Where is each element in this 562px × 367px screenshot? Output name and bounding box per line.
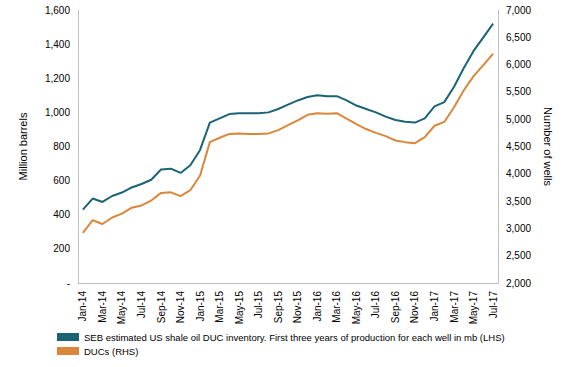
- svg-text:3,000: 3,000: [506, 223, 531, 234]
- svg-text:1,400: 1,400: [45, 39, 70, 50]
- svg-text:1,000: 1,000: [45, 107, 70, 118]
- svg-text:-: -: [67, 278, 70, 289]
- svg-text:1,600: 1,600: [45, 5, 70, 16]
- svg-text:6,500: 6,500: [506, 32, 531, 43]
- svg-text:7,000: 7,000: [506, 5, 531, 16]
- svg-text:2,500: 2,500: [506, 250, 531, 261]
- svg-text:Nov-15: Nov-15: [292, 291, 303, 324]
- svg-text:Mar-14: Mar-14: [97, 291, 108, 323]
- svg-text:May-15: May-15: [234, 291, 245, 325]
- svg-text:200: 200: [53, 243, 70, 254]
- svg-text:1,200: 1,200: [45, 73, 70, 84]
- svg-text:4,500: 4,500: [506, 141, 531, 152]
- svg-text:Mar-17: Mar-17: [449, 291, 460, 323]
- svg-text:May-16: May-16: [351, 291, 362, 325]
- svg-text:Jul-16: Jul-16: [370, 291, 381, 319]
- svg-text:Mar-16: Mar-16: [331, 291, 342, 323]
- svg-text:Jul-17: Jul-17: [488, 291, 499, 319]
- svg-text:Sep-15: Sep-15: [273, 291, 284, 324]
- svg-text:Jul-14: Jul-14: [136, 291, 147, 319]
- svg-text:May-17: May-17: [468, 291, 479, 325]
- svg-text:800: 800: [53, 141, 70, 152]
- svg-text:3,500: 3,500: [506, 196, 531, 207]
- svg-text:Sep-16: Sep-16: [390, 291, 401, 324]
- svg-text:5,000: 5,000: [506, 114, 531, 125]
- svg-text:DUCs (RHS): DUCs (RHS): [84, 346, 138, 357]
- svg-text:4,000: 4,000: [506, 168, 531, 179]
- svg-text:Jan-15: Jan-15: [195, 291, 206, 322]
- svg-text:Nov-16: Nov-16: [409, 291, 420, 324]
- svg-text:Jan-14: Jan-14: [77, 291, 88, 322]
- svg-text:Mar-15: Mar-15: [214, 291, 225, 323]
- svg-text:SEB estimated US shale oil DUC: SEB estimated US shale oil DUC inventory…: [84, 332, 505, 343]
- svg-text:Nov-14: Nov-14: [175, 291, 186, 324]
- svg-text:600: 600: [53, 175, 70, 186]
- svg-text:2,000: 2,000: [506, 278, 531, 289]
- svg-text:400: 400: [53, 209, 70, 220]
- svg-text:Sep-14: Sep-14: [156, 291, 167, 324]
- svg-text:May-14: May-14: [116, 291, 127, 325]
- svg-text:Number of wells: Number of wells: [542, 107, 554, 186]
- svg-text:Jan-17: Jan-17: [429, 291, 440, 322]
- svg-text:5,500: 5,500: [506, 86, 531, 97]
- svg-text:6,000: 6,000: [506, 59, 531, 70]
- svg-text:Jan-16: Jan-16: [312, 291, 323, 322]
- svg-text:Million barrels: Million barrels: [17, 112, 29, 180]
- svg-text:Jul-15: Jul-15: [253, 291, 264, 319]
